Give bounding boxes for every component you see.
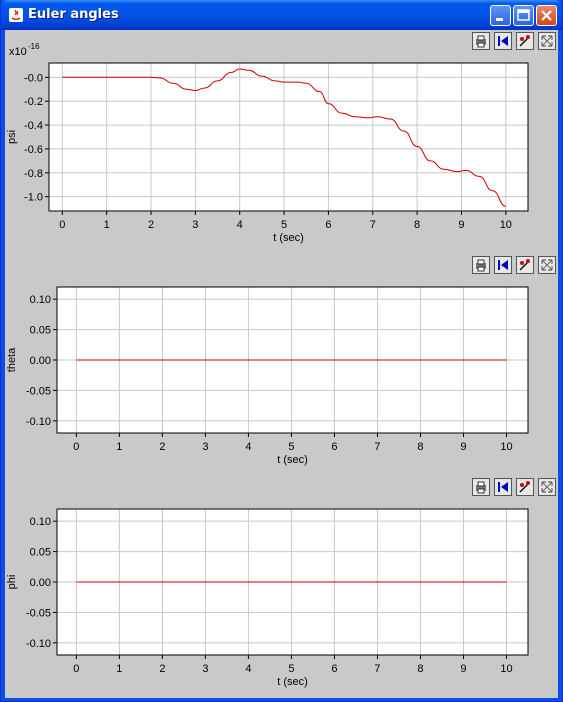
scale-exponent: -16 [28, 42, 40, 51]
x-tick-label: 2 [159, 663, 165, 675]
maximize-button[interactable] [513, 5, 534, 26]
y-tick-label: -0.05 [26, 385, 51, 397]
y-tick-label: 0.00 [30, 355, 51, 367]
minimize-icon [496, 18, 503, 21]
series-line [62, 68, 506, 207]
marker-button[interactable] [516, 478, 534, 496]
marker-icon [519, 35, 530, 47]
x-tick-label: 0 [73, 663, 79, 675]
y-tick-label: 0.10 [30, 516, 51, 528]
x-tick-label: 6 [331, 441, 337, 453]
maximize-icon [517, 9, 530, 21]
plot-psi: 0 1 2 3 4 5 6 7 8 9 10 -1.0 -0.8 -0.6 -0.4 -0.2 -0.0 t (s… [6, 42, 529, 244]
x-tick-label: 5 [288, 663, 294, 675]
x-axis-label: t (sec) [277, 454, 308, 466]
close-icon [541, 10, 552, 21]
x-tick-label: 0 [73, 441, 79, 453]
y-tick-label: -0.05 [26, 607, 51, 619]
x-tick-label: 6 [331, 663, 337, 675]
x-tick-label: 2 [148, 219, 154, 231]
x-tick-label: 10 [500, 663, 512, 675]
reset-button[interactable] [494, 32, 512, 50]
x-tick-label: 7 [374, 441, 380, 453]
fit-button[interactable] [538, 256, 556, 274]
y-tick-label: -0.6 [24, 144, 43, 156]
x-tick-label: 10 [500, 441, 512, 453]
x-tick-label: 6 [325, 219, 331, 231]
close-button[interactable] [536, 5, 557, 26]
x-tick-label: 0 [59, 219, 65, 231]
plot-theta: 0 1 2 3 4 5 6 7 8 9 10 -0.10 -0.05 0.00 0.05 0.10 t (sec… [6, 286, 529, 466]
y-tick-label: -0.8 [24, 168, 43, 180]
reset-icon [498, 260, 508, 270]
x-tick-label: 9 [458, 219, 464, 231]
y-tick-label: -0.10 [26, 638, 51, 650]
x-tick-label: 4 [245, 663, 251, 675]
x-tick-label: 4 [245, 441, 251, 453]
marker-icon [519, 481, 530, 493]
x-tick-label: 8 [417, 663, 423, 675]
fit-button[interactable] [538, 32, 556, 50]
print-icon [476, 35, 486, 48]
fit-button[interactable] [538, 478, 556, 496]
marker-icon [519, 259, 530, 271]
plot-border [48, 62, 529, 212]
y-tick-label: -0.2 [24, 96, 43, 108]
x-axis-label: t (sec) [273, 232, 304, 244]
plot-phi: 0 1 2 3 4 5 6 7 8 9 10 -0.10 -0.05 0.00 0.05 0.10 t (sec… [6, 508, 529, 688]
marker-button[interactable] [516, 32, 534, 50]
x-tick-label: 1 [116, 663, 122, 675]
x-tick-label: 9 [460, 441, 466, 453]
y-tick-label: 0.10 [30, 294, 51, 306]
x-tick-label: 8 [414, 219, 420, 231]
title-bar[interactable]: Euler angles [1, 0, 562, 30]
x-tick-label: 10 [500, 219, 512, 231]
y-tick-label: 0.05 [30, 325, 51, 337]
x-tick-label: 5 [281, 219, 287, 231]
fit-icon [541, 481, 553, 493]
y-axis-label: theta [6, 347, 18, 372]
y-tick-label: 0.00 [30, 577, 51, 589]
y-tick-label: -0.0 [24, 72, 43, 84]
y-tick-label: 0.05 [30, 547, 51, 559]
minimize-button[interactable] [490, 5, 511, 26]
y-axis-label: psi [6, 130, 18, 144]
x-tick-label: 7 [374, 663, 380, 675]
x-tick-label: 4 [237, 219, 243, 231]
reset-icon [498, 36, 508, 46]
print-icon [476, 259, 486, 272]
reset-button[interactable] [494, 256, 512, 274]
y-tick-label: -0.10 [26, 416, 51, 428]
window-title: Euler angles [28, 7, 119, 22]
fit-icon [541, 259, 553, 271]
x-tick-label: 9 [460, 663, 466, 675]
plots-canvas: 0 1 2 3 4 5 6 7 8 9 10-1.0-0.8-0.6-0.4-0.2-0.0t (s… [6, 42, 529, 688]
print-button[interactable] [472, 478, 490, 496]
print-icon [476, 481, 486, 494]
print-button[interactable] [472, 32, 490, 50]
x-tick-label: 2 [159, 441, 165, 453]
x-tick-label: 7 [370, 219, 376, 231]
x-tick-label: 8 [417, 441, 423, 453]
x-tick-label: 3 [192, 219, 198, 231]
y-tick-label: -0.4 [24, 120, 43, 132]
java-app-icon [9, 8, 23, 22]
plot-area [48, 62, 529, 212]
x-tick-label: 1 [104, 219, 110, 231]
print-button[interactable] [472, 256, 490, 274]
x-tick-label: 5 [288, 441, 294, 453]
x-axis-label: t (sec) [277, 676, 308, 688]
fit-icon [541, 35, 553, 47]
marker-button[interactable] [516, 256, 534, 274]
y-axis-label: phi [6, 575, 18, 590]
reset-button[interactable] [494, 478, 512, 496]
scale-multiplier: x10 [9, 46, 27, 58]
reset-icon [498, 482, 508, 492]
y-tick-label: -1.0 [24, 192, 43, 204]
x-tick-label: 1 [116, 441, 122, 453]
x-tick-label: 3 [202, 663, 208, 675]
client-area: 0 1 2 3 4 5 6 7 8 9 10 -1.0 -0.8 -0.6 -0.4 -0.2 -0.0 t (s… [5, 30, 558, 698]
x-tick-label: 3 [202, 441, 208, 453]
